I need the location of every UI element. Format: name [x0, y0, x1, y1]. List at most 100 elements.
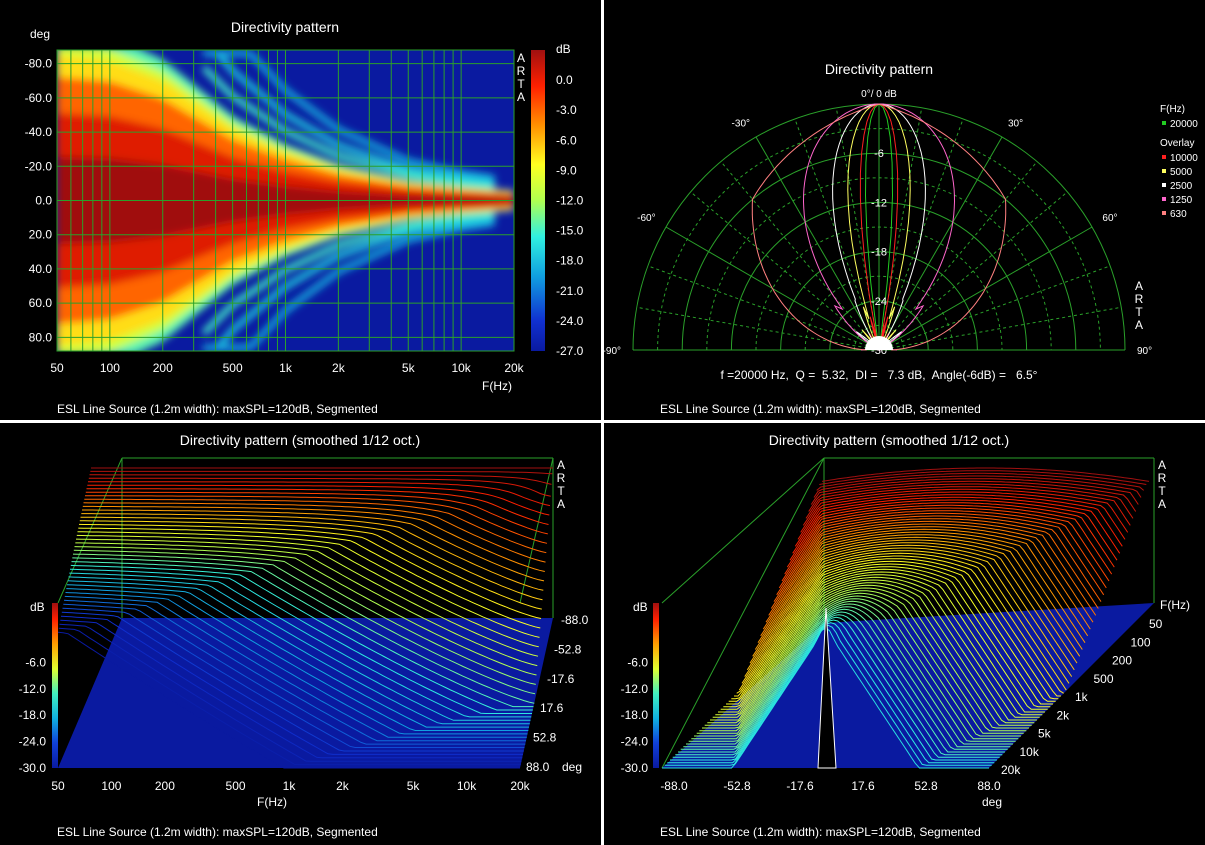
- waterfall1-trace: [82, 505, 545, 572]
- waterfall2-trace: [738, 550, 1067, 691]
- waterfall1-trace: [68, 576, 531, 721]
- waterfall1-trace: [74, 546, 537, 676]
- waterfall1-trace: [81, 513, 544, 591]
- polar-grid-spoke: [878, 107, 923, 351]
- heatmap-x-unit: F(Hz): [482, 379, 512, 393]
- waterfall1-trace: [83, 502, 546, 563]
- waterfall2-angle-tick: -52.8: [723, 779, 751, 793]
- heatmap-x-tick: 100: [100, 361, 120, 375]
- waterfall1-trace: [69, 572, 532, 718]
- legend-label: 2500: [1170, 181, 1193, 192]
- brand-letter: A: [1135, 279, 1143, 293]
- waterfall2-trace: [664, 624, 992, 766]
- waterfall2-angle-tick: 88.0: [977, 779, 1001, 793]
- heatmap-colorbar-tick: -15.0: [556, 224, 584, 238]
- waterfall1-x-tick: 200: [155, 779, 175, 793]
- waterfall2-freq-tick: 10k: [1020, 745, 1040, 759]
- waterfall2-trace: [778, 510, 1107, 589]
- waterfall1-x-tick: 500: [226, 779, 246, 793]
- waterfall2-trace: [723, 566, 1051, 708]
- heatmap-colorbar-tick: 0.0: [556, 73, 573, 87]
- waterfall2-freq-tick: 5k: [1038, 727, 1052, 741]
- polar-footer: ESL Line Source (1.2m width): maxSPL=120…: [660, 402, 981, 416]
- polar-series-630: [751, 103, 1007, 351]
- waterfall2-trace: [746, 542, 1075, 671]
- waterfall2-trace: [797, 491, 1126, 540]
- waterfall2-z-tick: -12.0: [621, 682, 649, 696]
- brand-letter: R: [1135, 292, 1144, 306]
- waterfall2-trace: [757, 531, 1086, 643]
- waterfall2-trace: [752, 536, 1081, 657]
- waterfall2-trace: [744, 544, 1073, 677]
- waterfall-frequency-chart: Directivity pattern (smoothed 1/12 oct.)…: [19, 432, 589, 839]
- legend-overlay-header: Overlay: [1160, 138, 1194, 149]
- polar-grid-spoke: [878, 136, 1003, 351]
- waterfall1-trace: [88, 481, 551, 507]
- waterfall1-x-tick: 50: [51, 779, 65, 793]
- polar-title: Directivity pattern: [825, 61, 933, 77]
- polar-grid-spoke: [878, 306, 1122, 351]
- waterfall2-trace: [720, 568, 1048, 710]
- waterfall1-angle-tick: 52.8: [533, 731, 557, 745]
- waterfall1-z-tick: -12.0: [19, 682, 47, 696]
- panel-polar: Directivity pattern -6 -12 -18 -24 -30 -90° -…: [604, 0, 1205, 420]
- panel-waterfall-frequency: Directivity pattern (smoothed 1/12 oct.)…: [0, 423, 601, 845]
- waterfall1-angle-tick: 17.6: [540, 701, 564, 715]
- polar-top-label: 0°/ 0 dB: [861, 89, 897, 100]
- waterfall2-trace: [794, 494, 1123, 547]
- waterfall1-trace: [87, 484, 550, 516]
- waterfall2-trace: [776, 512, 1105, 596]
- polar-grid-spoke: [636, 306, 880, 351]
- waterfall1-trace: [79, 520, 542, 610]
- waterfall2-trace: [792, 496, 1121, 554]
- heatmap-y-tick: 0.0: [35, 194, 52, 208]
- heatmap-y-tick: -80.0: [25, 57, 53, 71]
- waterfall1-trace: [58, 627, 521, 766]
- brand-letter: T: [1135, 305, 1143, 319]
- waterfall2-z-tick: -24.0: [621, 735, 649, 749]
- waterfall1-colorbar: [52, 603, 58, 768]
- waterfall1-x-tick: 20k: [510, 779, 530, 793]
- waterfall2-trace: [819, 470, 1147, 485]
- waterfall2-trace: [694, 595, 1021, 737]
- heatmap-y-tick: 60.0: [29, 296, 53, 310]
- waterfall1-trace: [78, 523, 542, 619]
- legend-label: 10000: [1170, 153, 1198, 164]
- brand-letter: T: [517, 77, 525, 91]
- polar-grid-spoke: [755, 136, 880, 351]
- heatmap-x-tick: 50: [50, 361, 64, 375]
- legend-label: 5000: [1170, 167, 1193, 178]
- polar-radial-tick: -18: [871, 247, 887, 259]
- waterfall1-trace: [66, 588, 529, 731]
- waterfall1-trace: [86, 488, 549, 525]
- heatmap-colorbar-tick: -27.0: [556, 344, 584, 358]
- panel-waterfall-angle: Directivity pattern (smoothed 1/12 oct.)…: [604, 423, 1205, 845]
- waterfall1-trace: [61, 611, 524, 752]
- heatmap-y-unit: deg: [30, 27, 50, 41]
- waterfall1-trace: [89, 474, 552, 485]
- waterfall1-trace: [78, 527, 541, 629]
- waterfall2-trace: [765, 523, 1094, 623]
- waterfall1-x-tick: 2k: [336, 779, 350, 793]
- waterfall1-trace: [90, 470, 553, 475]
- waterfall2-trace: [784, 504, 1113, 575]
- waterfall2-box-edge: [661, 457, 825, 769]
- legend-swatch: [1162, 197, 1166, 201]
- waterfall2-trace: [672, 616, 1000, 758]
- waterfall2-trace: [707, 582, 1035, 724]
- waterfall2-freq-tick: 1k: [1075, 690, 1089, 704]
- waterfall1-trace: [60, 619, 523, 759]
- waterfall2-freq-tick: 50: [1149, 617, 1163, 631]
- waterfall1-trace: [75, 538, 539, 657]
- waterfall2-freq-unit: F(Hz): [1160, 598, 1190, 612]
- waterfall2-trace: [816, 472, 1145, 491]
- waterfall2-center-beam: [817, 607, 837, 769]
- heatmap-colorbar-tick: -3.0: [556, 103, 577, 117]
- waterfall1-trace: [64, 595, 527, 738]
- waterfall2-trace: [683, 606, 1011, 748]
- waterfall2-trace: [813, 475, 1142, 498]
- polar-grid-spoke: [690, 191, 880, 351]
- legend-swatch: [1162, 169, 1166, 173]
- heatmap-x-tick: 10k: [451, 361, 471, 375]
- waterfall1-trace: [65, 592, 528, 735]
